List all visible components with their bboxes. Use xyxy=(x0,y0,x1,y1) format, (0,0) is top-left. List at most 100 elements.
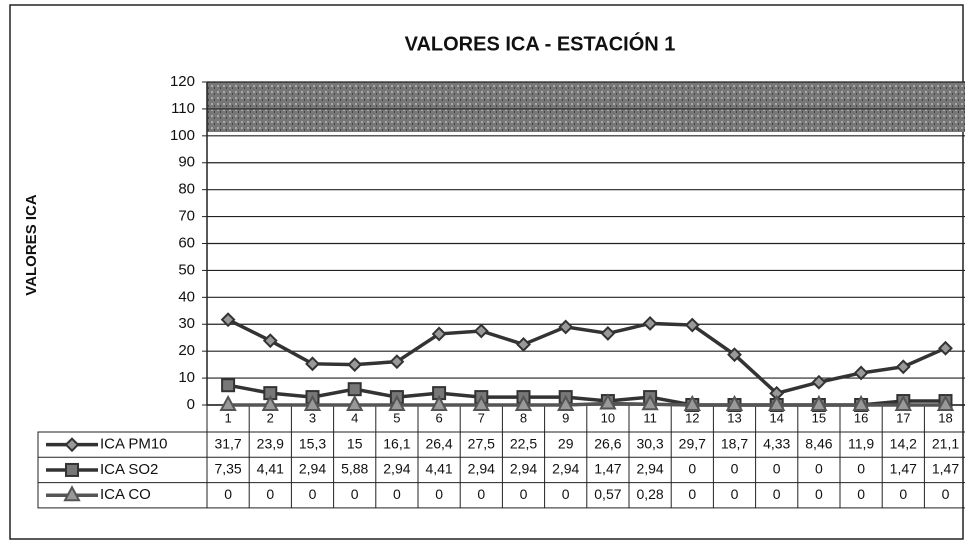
y-tick-label: 0 xyxy=(187,396,195,413)
y-tick-label: 90 xyxy=(178,154,195,171)
table-cell: 0 xyxy=(773,486,781,502)
marker xyxy=(642,316,658,331)
series-line xyxy=(227,383,946,407)
marker xyxy=(852,394,870,411)
table-cell: 1,47 xyxy=(594,461,621,477)
marker xyxy=(557,394,575,411)
marker xyxy=(347,357,363,373)
x-tick-label: 6 xyxy=(435,410,442,425)
marker xyxy=(347,382,362,397)
table-cell: 29 xyxy=(558,435,574,451)
y-tick-label: 50 xyxy=(178,261,195,278)
marker xyxy=(221,378,236,393)
table-cell: 0 xyxy=(224,486,232,502)
table-cell: 0 xyxy=(435,486,443,502)
table-cell: 16,1 xyxy=(383,435,410,451)
table-cell: 0,28 xyxy=(636,486,663,502)
shaded-band xyxy=(207,82,965,132)
table-cell: 8,46 xyxy=(805,435,832,451)
table-cell: 7,35 xyxy=(214,461,241,477)
y-axis-label: VALORES ICA xyxy=(23,194,40,296)
table-cell: 27,5 xyxy=(468,435,495,451)
table-cell: 0 xyxy=(393,486,401,502)
marker xyxy=(472,394,490,411)
legend-label: ICA SO2 xyxy=(100,461,158,478)
x-tick-label: 11 xyxy=(643,410,657,425)
marker xyxy=(810,394,828,411)
table-cell: 22,5 xyxy=(510,435,537,451)
table-cell: 30,3 xyxy=(636,435,663,451)
table-cell: 0 xyxy=(815,461,823,477)
marker xyxy=(516,337,531,352)
marker xyxy=(599,393,617,410)
y-tick-label: 60 xyxy=(178,234,195,251)
x-tick-label: 7 xyxy=(478,410,485,425)
marker xyxy=(558,319,574,335)
marker xyxy=(936,394,955,411)
table-cell: 0 xyxy=(731,461,739,477)
x-tick-label: 8 xyxy=(520,410,527,425)
table-cell: 0 xyxy=(477,486,485,502)
y-tick-label: 70 xyxy=(178,208,195,225)
table-cell: 0 xyxy=(899,486,907,502)
x-tick-label: 18 xyxy=(938,410,952,425)
table-cell: 14,2 xyxy=(890,435,917,451)
marker xyxy=(262,333,278,349)
series-line xyxy=(228,401,946,407)
x-tick-label: 4 xyxy=(351,410,358,425)
marker xyxy=(65,462,79,477)
table-cell: 2,94 xyxy=(636,461,663,477)
marker xyxy=(303,394,322,411)
marker xyxy=(725,394,744,411)
x-tick-label: 1 xyxy=(224,410,231,425)
table-cell: 31,7 xyxy=(214,435,241,451)
table-cell: 29,7 xyxy=(679,435,706,451)
table-cell: 4,33 xyxy=(763,435,790,451)
frame xyxy=(9,4,964,540)
table-cell: 26,6 xyxy=(594,435,621,451)
table-cell: 0 xyxy=(857,486,865,502)
marker xyxy=(683,394,701,411)
marker xyxy=(514,394,533,411)
table-cell: 18,7 xyxy=(721,435,748,451)
x-tick-label: 2 xyxy=(267,410,274,425)
x-tick-label: 15 xyxy=(812,410,826,425)
table-cell: 15 xyxy=(347,435,363,451)
table-cell: 0 xyxy=(520,486,528,502)
table-cell: 5,88 xyxy=(341,461,368,477)
table-cell: 0 xyxy=(562,486,570,502)
marker xyxy=(894,394,912,411)
table-cell: 1,47 xyxy=(932,461,959,477)
table-cell: 23,9 xyxy=(257,435,284,451)
table-cell: 2,94 xyxy=(510,461,537,477)
x-tick-label: 14 xyxy=(769,410,783,425)
marker xyxy=(219,394,237,411)
marker xyxy=(938,340,953,356)
table-cell: 0 xyxy=(688,486,696,502)
marker xyxy=(768,394,786,411)
table-cell: 2,94 xyxy=(299,461,326,477)
marker xyxy=(641,394,659,411)
table-cell: 0 xyxy=(857,461,865,477)
x-tick-label: 13 xyxy=(727,410,741,425)
marker xyxy=(64,437,80,453)
marker xyxy=(684,317,700,333)
marker xyxy=(220,312,236,328)
y-tick-label: 110 xyxy=(171,100,195,117)
y-tick-label: 30 xyxy=(178,315,195,332)
marker xyxy=(63,485,81,502)
y-tick-label: 20 xyxy=(178,342,195,359)
marker xyxy=(431,326,447,342)
y-tick-label: 80 xyxy=(178,181,195,198)
marker xyxy=(473,323,489,339)
x-tick-label: 12 xyxy=(685,410,699,425)
table-cell: 4,41 xyxy=(425,461,452,477)
table-cell: 0,57 xyxy=(594,486,621,502)
marker xyxy=(727,347,742,363)
table-cell: 0 xyxy=(815,486,823,502)
x-tick-label: 17 xyxy=(896,410,910,425)
table-cell: 0 xyxy=(266,486,274,502)
table-cell: 0 xyxy=(309,486,317,502)
series-line xyxy=(227,318,947,396)
